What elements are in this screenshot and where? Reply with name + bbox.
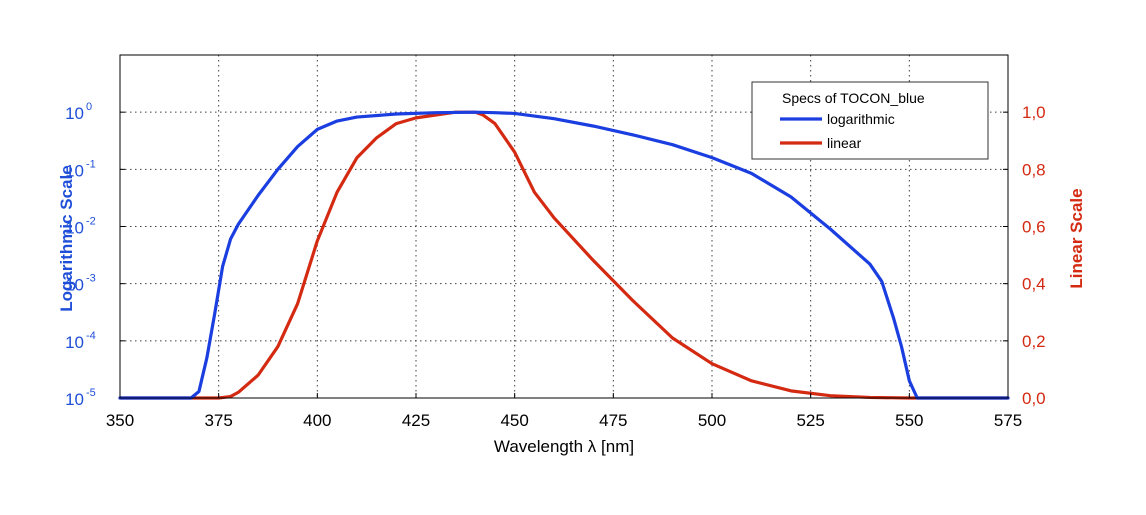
y-left-tick-base: 10 — [65, 219, 84, 238]
x-tick-label: 525 — [796, 411, 824, 430]
y-left-tick-exponent: -2 — [86, 216, 96, 228]
y-right-tick-label: 1,0 — [1022, 103, 1046, 122]
y-right-tick-label: 0,0 — [1022, 389, 1046, 408]
legend-title: Specs of TOCON_blue — [782, 90, 925, 106]
y-left-tick-exponent: -4 — [86, 330, 96, 342]
y-right-tick-label: 0,6 — [1022, 218, 1046, 237]
y-left-tick-base: 10 — [65, 333, 84, 352]
y-right-tick-label: 0,8 — [1022, 160, 1046, 179]
y-right-axis-title: Linear Scale — [1067, 188, 1086, 288]
x-tick-label: 575 — [994, 411, 1022, 430]
x-tick-label: 400 — [303, 411, 331, 430]
x-tick-label: 375 — [204, 411, 232, 430]
x-tick-label: 550 — [895, 411, 923, 430]
y-right-tick-label: 0,4 — [1022, 275, 1046, 294]
x-tick-label: 425 — [402, 411, 430, 430]
legend-label-linear: linear — [827, 135, 862, 151]
series-line-logarithmic — [118, 110, 1010, 400]
x-axis-title: Wavelength λ [nm] — [494, 437, 634, 456]
x-tick-label: 500 — [698, 411, 726, 430]
x-tick-label: 350 — [106, 411, 134, 430]
y-left-tick-base: 10 — [65, 276, 84, 295]
y-left-axis-title: Logarithmic Scale — [57, 165, 76, 311]
y-right-tick-label: 0,2 — [1022, 332, 1046, 351]
y-left-tick-exponent: -1 — [86, 158, 96, 170]
x-tick-label: 450 — [500, 411, 528, 430]
y-left-tick-base: 10 — [65, 161, 84, 180]
y-left-tick-exponent: -5 — [86, 387, 96, 399]
y-left-tick-exponent: 0 — [86, 101, 92, 113]
legend-label-logarithmic: logarithmic — [827, 111, 895, 127]
y-left-tick-base: 10 — [65, 390, 84, 409]
x-tick-label: 475 — [599, 411, 627, 430]
y-left-tick-exponent: -3 — [86, 273, 96, 285]
y-left-tick-base: 10 — [65, 104, 84, 123]
